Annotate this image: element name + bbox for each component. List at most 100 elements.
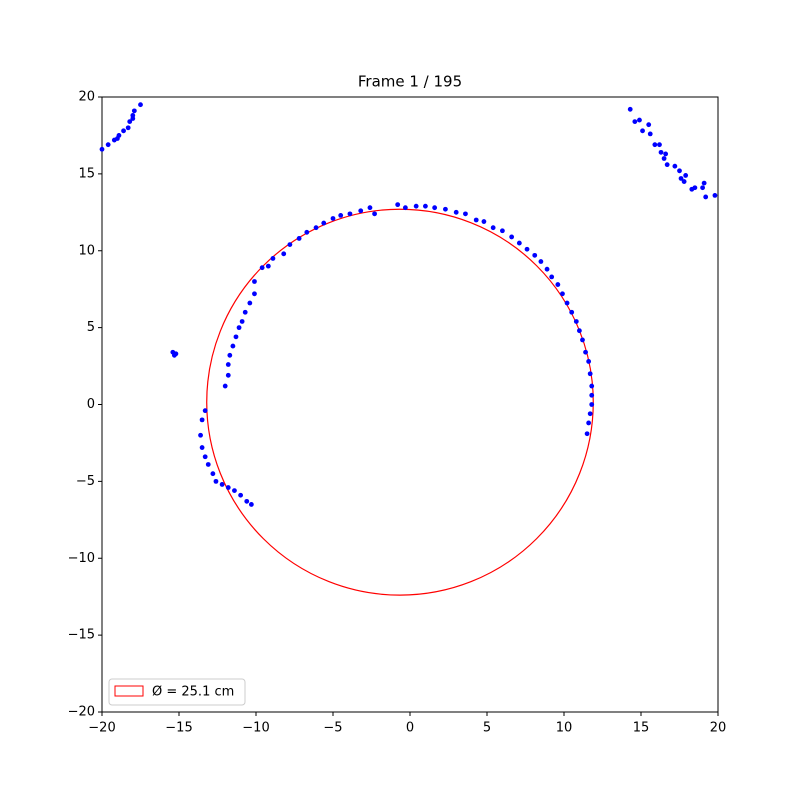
point xyxy=(587,411,593,417)
x-tick-label: 20 xyxy=(710,721,727,736)
point xyxy=(589,402,595,407)
point xyxy=(509,234,515,240)
point xyxy=(281,251,287,257)
point xyxy=(703,194,709,200)
point xyxy=(564,300,570,306)
y-tick-label: −20 xyxy=(68,705,95,720)
point xyxy=(227,352,233,358)
point xyxy=(555,282,561,287)
point xyxy=(423,203,428,209)
point xyxy=(199,445,205,450)
point xyxy=(432,205,438,211)
point xyxy=(130,116,136,121)
point xyxy=(202,408,208,414)
y-tick-label: 20 xyxy=(78,90,95,105)
point xyxy=(230,343,236,349)
point xyxy=(586,420,592,426)
point xyxy=(287,242,293,248)
x-tick-label: 5 xyxy=(483,721,491,736)
point xyxy=(657,142,662,148)
point xyxy=(481,219,487,224)
point xyxy=(252,279,257,284)
point xyxy=(664,162,670,168)
x-tick-label: 0 xyxy=(406,721,414,736)
point xyxy=(219,482,225,487)
point xyxy=(138,102,143,108)
point xyxy=(413,203,419,209)
point xyxy=(701,180,707,186)
point xyxy=(573,319,579,324)
point xyxy=(121,128,126,134)
point xyxy=(544,266,550,272)
point xyxy=(233,334,239,340)
point xyxy=(222,383,228,389)
point xyxy=(358,208,364,214)
point xyxy=(171,352,177,358)
x-tick-label: 10 xyxy=(556,721,573,736)
point xyxy=(225,372,231,378)
point xyxy=(125,125,131,131)
point xyxy=(402,205,408,211)
point xyxy=(202,454,208,460)
point xyxy=(681,179,687,184)
point xyxy=(313,225,319,231)
point xyxy=(516,240,522,246)
y-tick-label: 0 xyxy=(87,397,95,412)
point xyxy=(321,220,327,226)
fit-circle xyxy=(206,208,594,596)
point xyxy=(225,362,231,367)
point xyxy=(700,185,705,191)
point xyxy=(692,185,698,191)
point xyxy=(115,136,120,141)
point xyxy=(538,259,544,264)
point xyxy=(296,236,302,241)
x-tick-label: −20 xyxy=(88,721,115,736)
point xyxy=(330,216,336,221)
point xyxy=(500,228,505,234)
legend-label: Ø = 25.1 cm xyxy=(152,685,234,700)
point xyxy=(199,417,205,423)
point xyxy=(105,142,111,148)
point xyxy=(583,349,588,355)
point xyxy=(239,319,245,324)
point xyxy=(213,478,219,484)
point xyxy=(683,173,689,178)
point xyxy=(490,225,496,231)
point xyxy=(372,211,377,217)
point xyxy=(646,122,652,128)
point xyxy=(367,205,373,211)
point xyxy=(210,471,216,477)
point xyxy=(252,291,257,297)
point xyxy=(232,488,237,493)
point xyxy=(577,328,582,334)
y-tick-label: 5 xyxy=(87,320,95,335)
point xyxy=(712,193,718,198)
point xyxy=(647,131,653,137)
point xyxy=(247,300,253,306)
y-tick-label: −10 xyxy=(68,551,95,566)
point xyxy=(584,431,590,437)
point xyxy=(652,142,658,148)
x-tick-label: −5 xyxy=(323,721,342,736)
x-tick-label: 15 xyxy=(633,721,650,736)
point xyxy=(248,502,254,507)
point xyxy=(677,168,682,174)
point xyxy=(661,156,667,161)
point xyxy=(338,212,344,218)
point xyxy=(589,383,595,389)
point xyxy=(242,309,248,315)
point xyxy=(443,206,448,212)
legend-swatch xyxy=(114,685,144,697)
point xyxy=(99,146,105,152)
y-tick-label: −15 xyxy=(68,628,95,643)
point xyxy=(238,492,244,498)
point xyxy=(569,309,575,315)
point xyxy=(473,217,479,223)
point xyxy=(463,211,468,217)
point xyxy=(632,119,638,124)
point xyxy=(453,209,459,215)
point xyxy=(586,359,592,364)
point xyxy=(198,432,203,438)
point xyxy=(304,229,310,235)
